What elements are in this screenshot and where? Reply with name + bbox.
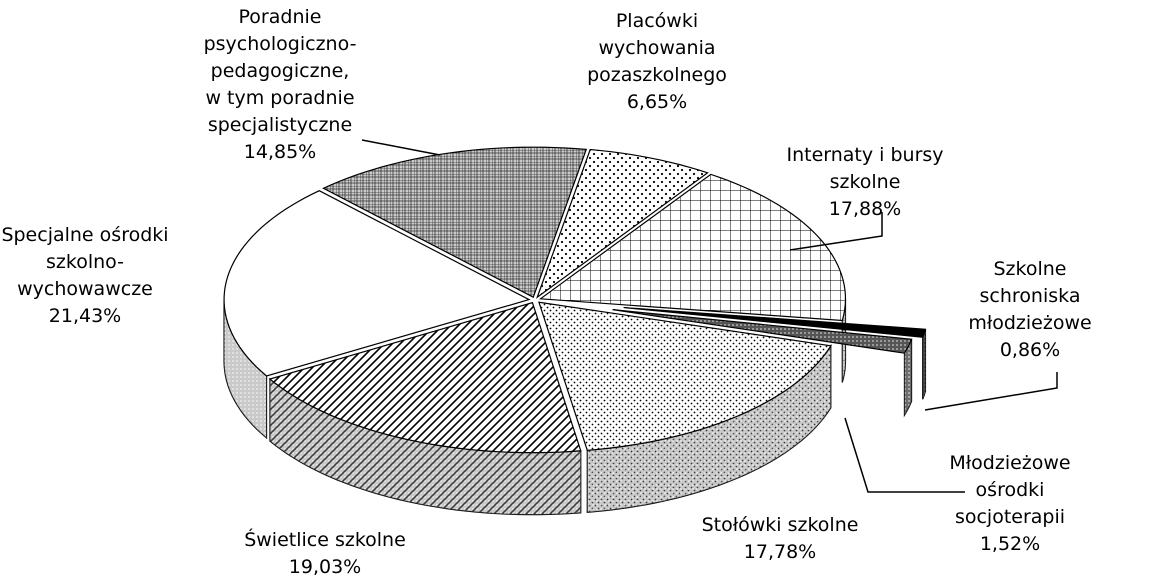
slice: [223, 190, 531, 377]
value-label: 19,03%: [288, 556, 362, 578]
leader-line: [361, 139, 441, 156]
slice-side-shade: [922, 329, 926, 400]
value-label: 17,78%: [743, 541, 817, 563]
category-label: Młodzieżowe ośrodki socjoterapii: [949, 452, 1071, 528]
slice-side-shade: [269, 379, 581, 515]
slice: [538, 173, 847, 322]
slice-label: Specjalne ośrodki szkolno- wychowawcze 21…: [1, 222, 168, 330]
category-label: Świetlice szkolne: [244, 529, 406, 551]
slice: [612, 309, 913, 354]
leader-lines: [361, 139, 1058, 493]
slice-side-shade: [904, 339, 912, 416]
value-label: 6,65%: [626, 91, 688, 113]
category-label: Stołówki szkolne: [701, 514, 859, 536]
leader-line: [844, 417, 965, 493]
slice: [536, 148, 709, 299]
slice-label: Stołówki szkolne 17,78%: [702, 512, 859, 566]
slice-label: Szkolne schroniska młodzieżowe 0,86%: [961, 256, 1100, 364]
slice-label: Młodzieżowe ośrodki socjoterapii 1,52%: [931, 450, 1090, 558]
slice-label: Świetlice szkolne 19,03%: [244, 527, 406, 581]
value-label: 17,88%: [828, 198, 902, 220]
value-label: 0,86%: [999, 339, 1061, 361]
leader-line: [789, 212, 883, 251]
category-label: Poradnie psychologiczno- pedagogiczne, w…: [203, 6, 357, 136]
slice-side-shade: [587, 345, 831, 513]
slice: [623, 306, 927, 338]
value-label: 21,43%: [48, 305, 122, 327]
slice: [322, 146, 588, 299]
slice: [268, 301, 582, 454]
slice-label: Placówki wychowania pozaszkolnego 6,65%: [587, 8, 727, 116]
slice-side-shade: [224, 299, 267, 438]
category-label: Internaty i bursy szkolne: [786, 144, 944, 193]
leader-line: [924, 372, 1058, 411]
category-label: Specjalne ośrodki szkolno- wychowawcze: [1, 224, 169, 300]
slice-label: Internaty i bursy szkolne 17,88%: [786, 142, 943, 223]
slice-label: Poradnie psychologiczno- pedagogiczne, w…: [204, 4, 357, 166]
value-label: 14,85%: [243, 141, 317, 163]
pie-tops: [223, 146, 927, 454]
category-label: Placówki wychowania pozaszkolnego: [587, 10, 727, 86]
category-label: Szkolne schroniska młodzieżowe: [968, 258, 1092, 334]
value-label: 1,52%: [979, 533, 1041, 555]
slice: [538, 301, 832, 451]
